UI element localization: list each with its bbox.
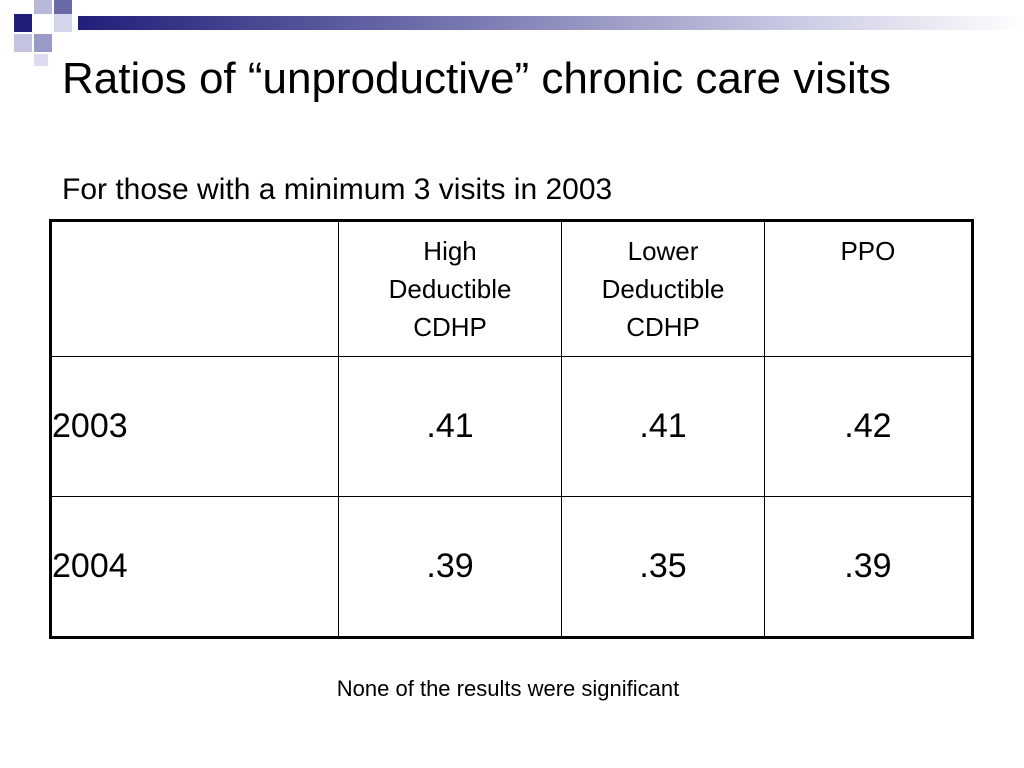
deco-square-mid (34, 34, 52, 52)
footnote: None of the results were significant (336, 676, 680, 701)
table-cell: .42 (763, 356, 974, 497)
table-cell: .39 (337, 496, 563, 638)
column-header-label: Lower Deductible CDHP (601, 236, 725, 342)
deco-square-light (34, 54, 48, 66)
table-header-cell: High Deductible CDHP (337, 220, 563, 357)
table-header-cell: PPO (763, 220, 974, 357)
header-gradient-bar (78, 16, 1024, 30)
slide-subtitle: For those with a minimum 3 visits in 200… (62, 173, 613, 206)
deco-square-light (54, 14, 72, 32)
table-header-row: High Deductible CDHP Lower Deductible CD… (50, 220, 974, 357)
deco-square-light (34, 0, 52, 14)
row-label: 2004 (50, 496, 339, 638)
deco-square-dark (54, 0, 72, 14)
column-header-label: PPO (840, 236, 896, 266)
column-header-label: High Deductible CDHP (388, 236, 512, 342)
table-row: 2004 .39 .35 .39 (50, 496, 974, 638)
slide-title: Ratios of “unproductive” chronic care vi… (62, 54, 891, 103)
table-row: 2003 .41 .41 .42 (50, 356, 974, 497)
table-cell: .41 (561, 356, 765, 497)
data-table: High Deductible CDHP Lower Deductible CD… (49, 219, 974, 639)
table-cell: .35 (561, 496, 765, 638)
table-header-cell (50, 220, 339, 357)
table-cell: .39 (763, 496, 974, 638)
table-header-cell: Lower Deductible CDHP (561, 220, 765, 357)
row-label: 2003 (50, 356, 339, 497)
deco-square-dark (14, 14, 32, 32)
deco-square-light (14, 34, 32, 52)
table-cell: .41 (337, 356, 563, 497)
